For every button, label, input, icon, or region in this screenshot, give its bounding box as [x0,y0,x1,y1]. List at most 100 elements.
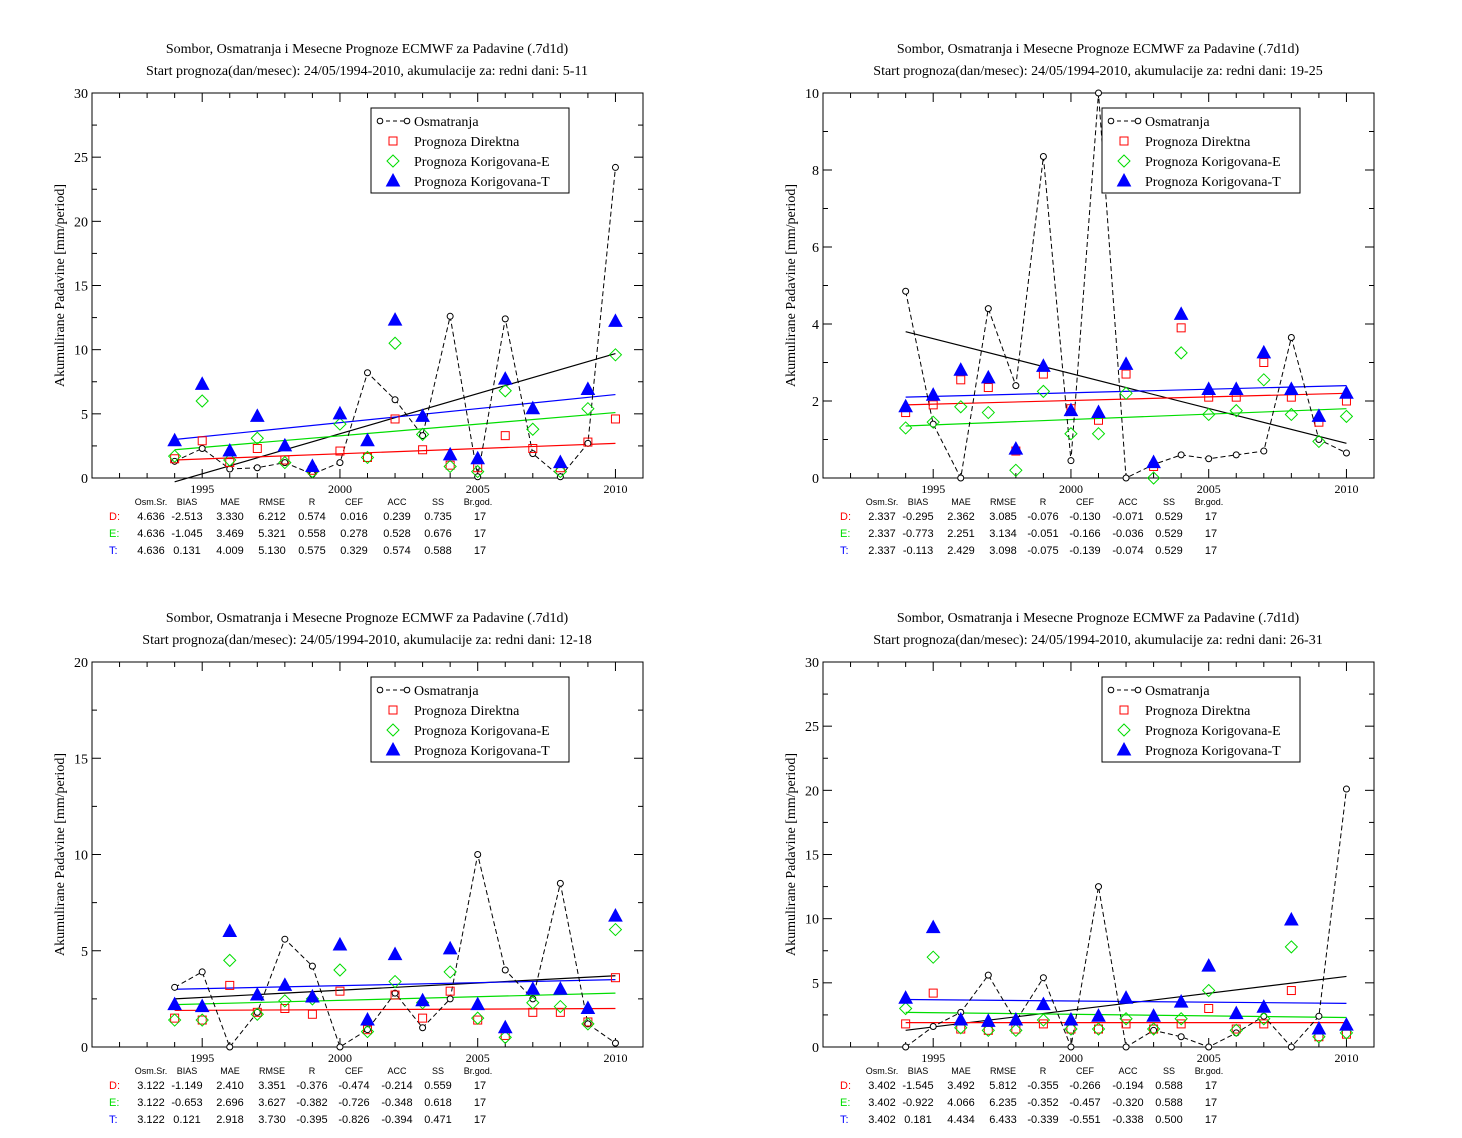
trend-line-osm [174,352,616,483]
legend-label: Osmatranja [1145,115,1210,130]
point-prognoza-korigovana-e [388,974,402,989]
point-prognoza-direktna [335,986,345,996]
point-prognoza-direktna [473,1015,483,1025]
point-prognoza-korigovana-e [926,950,940,964]
stats-cell: -0.074 [1112,545,1144,557]
stats-header: ACC [387,497,407,507]
stats-cell: -0.348 [381,1097,413,1109]
point-prognoza-korigovana-e [1064,1022,1078,1036]
stats-cell: 3.122 [137,1114,165,1126]
point-prognoza-direktna [956,1024,966,1034]
point-prognoza-korigovana-t [925,919,941,934]
point-osmatranja [336,459,344,467]
chart-panel-1: Sombor, Osmatranja i Mesecne Prognoze EC… [0,0,731,569]
legend-circle-icon [1134,686,1142,694]
point-prognoza-korigovana-e [167,449,182,463]
point-prognoza-korigovana-e [1284,940,1299,954]
y-axis-label: Akumulirane Padavine [mm/period] [53,753,68,956]
point-prognoza-direktna [1341,1029,1351,1039]
stats-row-label: E: [840,528,851,540]
y-tick-label: 20 [805,784,819,799]
stats-cell: 0.329 [340,545,368,557]
stats-row-label: D: [109,1080,120,1092]
stats-header: RMSE [258,1066,286,1076]
stats-cell: -0.726 [338,1097,370,1109]
point-prognoza-korigovana-e [1174,346,1188,360]
stats-header: ACC [1118,497,1138,507]
point-prognoza-korigovana-t [1008,441,1024,455]
stats-cell: 17 [1204,528,1218,540]
stats-row-label: T: [109,1114,118,1126]
y-tick-label: 15 [74,752,88,767]
stats-cell: 0.558 [298,528,326,540]
legend-label: Osmatranja [414,684,479,699]
point-prognoza-korigovana-t [387,312,403,326]
point-prognoza-korigovana-e [1257,373,1271,387]
point-prognoza-korigovana-e [1146,1022,1161,1036]
y-tick-label: 20 [74,215,88,230]
point-prognoza-korigovana-t [497,371,513,385]
stats-cell: 2.696 [216,1097,244,1109]
stats-cell: -0.382 [296,1097,328,1109]
point-prognoza-korigovana-t [1201,381,1217,395]
point-osmatranja [1232,451,1240,459]
point-osmatranja [902,287,910,295]
point-prognoza-direktna [528,443,538,453]
x-tick-label: 2000 [1059,482,1083,496]
stats-cell: 2.918 [216,1114,244,1126]
stats-cell: -0.922 [902,1097,934,1109]
stats-cell: 6.212 [258,511,286,523]
legend-triangle-icon [385,741,401,756]
legend-label: Osmatranja [414,115,479,130]
point-osmatranja [556,879,564,887]
x-tick-label: 2010 [1334,482,1358,496]
stats-cell: 3.402 [868,1097,896,1109]
x-tick-label: 1995 [190,1051,214,1065]
point-prognoza-korigovana-e [333,417,347,431]
point-osmatranja [529,450,537,458]
x-tick-label: 2010 [603,1051,627,1065]
stats-cell: 6.433 [989,1114,1017,1126]
point-osmatranja [957,474,965,482]
point-prognoza-korigovana-t [442,446,458,461]
stats-cell: 2.337 [868,528,896,540]
legend-label: Prognoza Korigovana-E [414,155,550,170]
point-osmatranja [226,1043,234,1051]
point-prognoza-direktna [280,1004,290,1013]
point-osmatranja [391,989,399,997]
point-prognoza-korigovana-t [1118,990,1134,1004]
stats-header: R [1039,497,1047,507]
point-prognoza-korigovana-e [388,336,402,350]
point-prognoza-korigovana-e [470,464,485,479]
stats-cell: 0.529 [1155,511,1183,523]
point-prognoza-direktna [307,1009,317,1019]
point-osmatranja [501,966,509,974]
point-prognoza-korigovana-t [1339,1017,1354,1031]
point-osmatranja [556,473,564,481]
legend: Osmatranja Prognoza Direktna Prognoza Kori… [1101,107,1301,194]
point-prognoza-direktna [445,986,455,996]
point-prognoza-korigovana-e [498,384,512,398]
point-osmatranja [171,983,179,991]
y-tick-label: 25 [74,151,88,166]
stats-cell: 2.362 [947,511,975,523]
point-prognoza-direktna [390,990,400,1000]
stats-cell: 2.429 [947,545,975,557]
legend-diamond-icon [1117,154,1131,168]
point-prognoza-korigovana-e [443,965,457,979]
stats-header: Br.god. [1194,1066,1224,1076]
point-prognoza-korigovana-e [1201,407,1216,422]
point-prognoza-korigovana-t [194,998,210,1013]
point-prognoza-korigovana-e [553,464,568,479]
point-prognoza-korigovana-e [223,453,237,467]
point-prognoza-direktna [1259,1019,1269,1029]
stats-row-label: E: [109,1097,120,1109]
point-prognoza-korigovana-t [1284,381,1299,395]
point-prognoza-korigovana-t [360,1012,375,1026]
stats-cell: -0.457 [1069,1097,1101,1109]
point-prognoza-korigovana-e [553,999,568,1014]
point-prognoza-korigovana-t [1008,1012,1024,1026]
point-osmatranja [1067,1043,1075,1051]
stats-cell: -0.653 [171,1097,203,1109]
point-osmatranja [1342,785,1350,793]
